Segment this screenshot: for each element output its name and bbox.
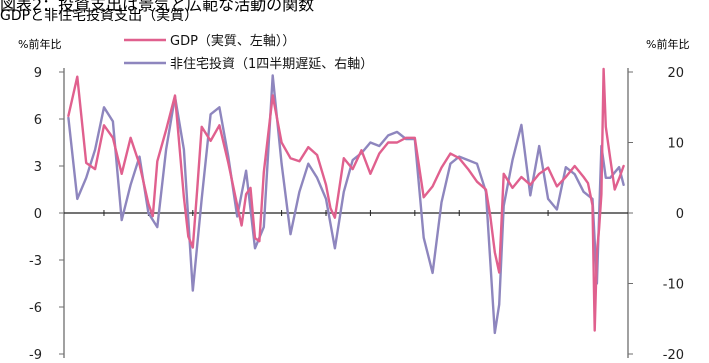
gdp-series-line xyxy=(67,67,625,332)
left-axis-unit: %前年比 xyxy=(18,38,62,51)
right-tick-label: 0 xyxy=(676,207,684,222)
left-tick-label: -6 xyxy=(29,301,42,316)
left-tick-label: 3 xyxy=(34,160,42,175)
investment-series-line xyxy=(67,74,625,335)
axes-group: 9 6 3 0 -3 -6 -9 20 10 0 -10 -20 xyxy=(29,66,684,363)
left-tick-label: 0 xyxy=(34,207,42,222)
left-tick-label: 6 xyxy=(34,113,42,128)
left-tick-label: -3 xyxy=(29,254,42,269)
figure-title: 図表2：投資支出は景気と広範な活動の関数 xyxy=(0,0,315,14)
left-tick-label: -9 xyxy=(29,348,42,363)
series-layer xyxy=(67,67,625,335)
legend-gdp-label: GDP（実質、左軸）） xyxy=(170,33,295,49)
legend: GDP（実質、左軸）） 非住宅投資（1四半期遅延、右軸） xyxy=(124,33,373,72)
left-tick-label: 9 xyxy=(34,66,42,81)
right-axis-unit: %前年比 xyxy=(646,38,690,51)
right-tick-label: 20 xyxy=(667,66,684,81)
right-tick-label: -10 xyxy=(663,278,684,293)
legend-investment-label: 非住宅投資（1四半期遅延、右軸） xyxy=(170,56,373,72)
right-tick-label: 10 xyxy=(667,137,684,152)
right-tick-label: -20 xyxy=(663,348,684,363)
chart-title: GDPと非住宅投資支出（実質） xyxy=(0,8,199,24)
